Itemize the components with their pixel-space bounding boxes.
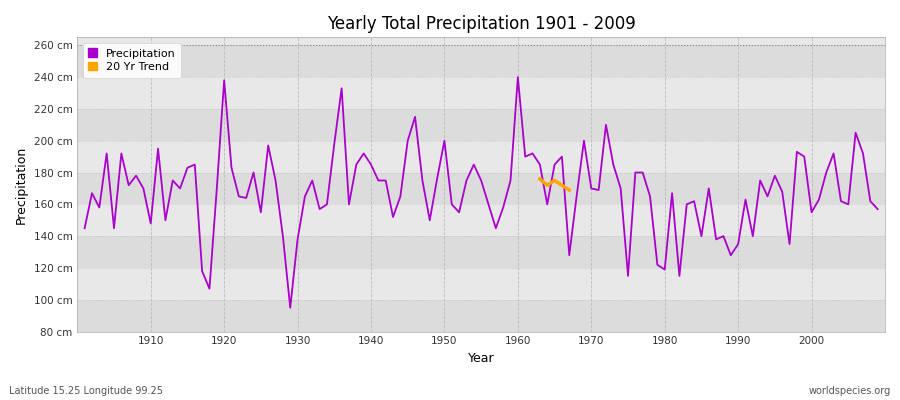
Legend: Precipitation, 20 Yr Trend: Precipitation, 20 Yr Trend — [83, 43, 182, 78]
Text: worldspecies.org: worldspecies.org — [809, 386, 891, 396]
Text: Latitude 15.25 Longitude 99.25: Latitude 15.25 Longitude 99.25 — [9, 386, 163, 396]
Bar — [77, 204, 885, 236]
Bar — [77, 268, 885, 300]
Bar — [77, 236, 885, 268]
Bar — [77, 45, 885, 77]
Y-axis label: Precipitation: Precipitation — [15, 145, 28, 224]
Bar — [77, 141, 885, 172]
Bar — [77, 300, 885, 332]
Bar — [77, 77, 885, 109]
Title: Yearly Total Precipitation 1901 - 2009: Yearly Total Precipitation 1901 - 2009 — [327, 15, 635, 33]
Bar — [77, 109, 885, 141]
X-axis label: Year: Year — [468, 352, 494, 365]
Bar — [77, 172, 885, 204]
